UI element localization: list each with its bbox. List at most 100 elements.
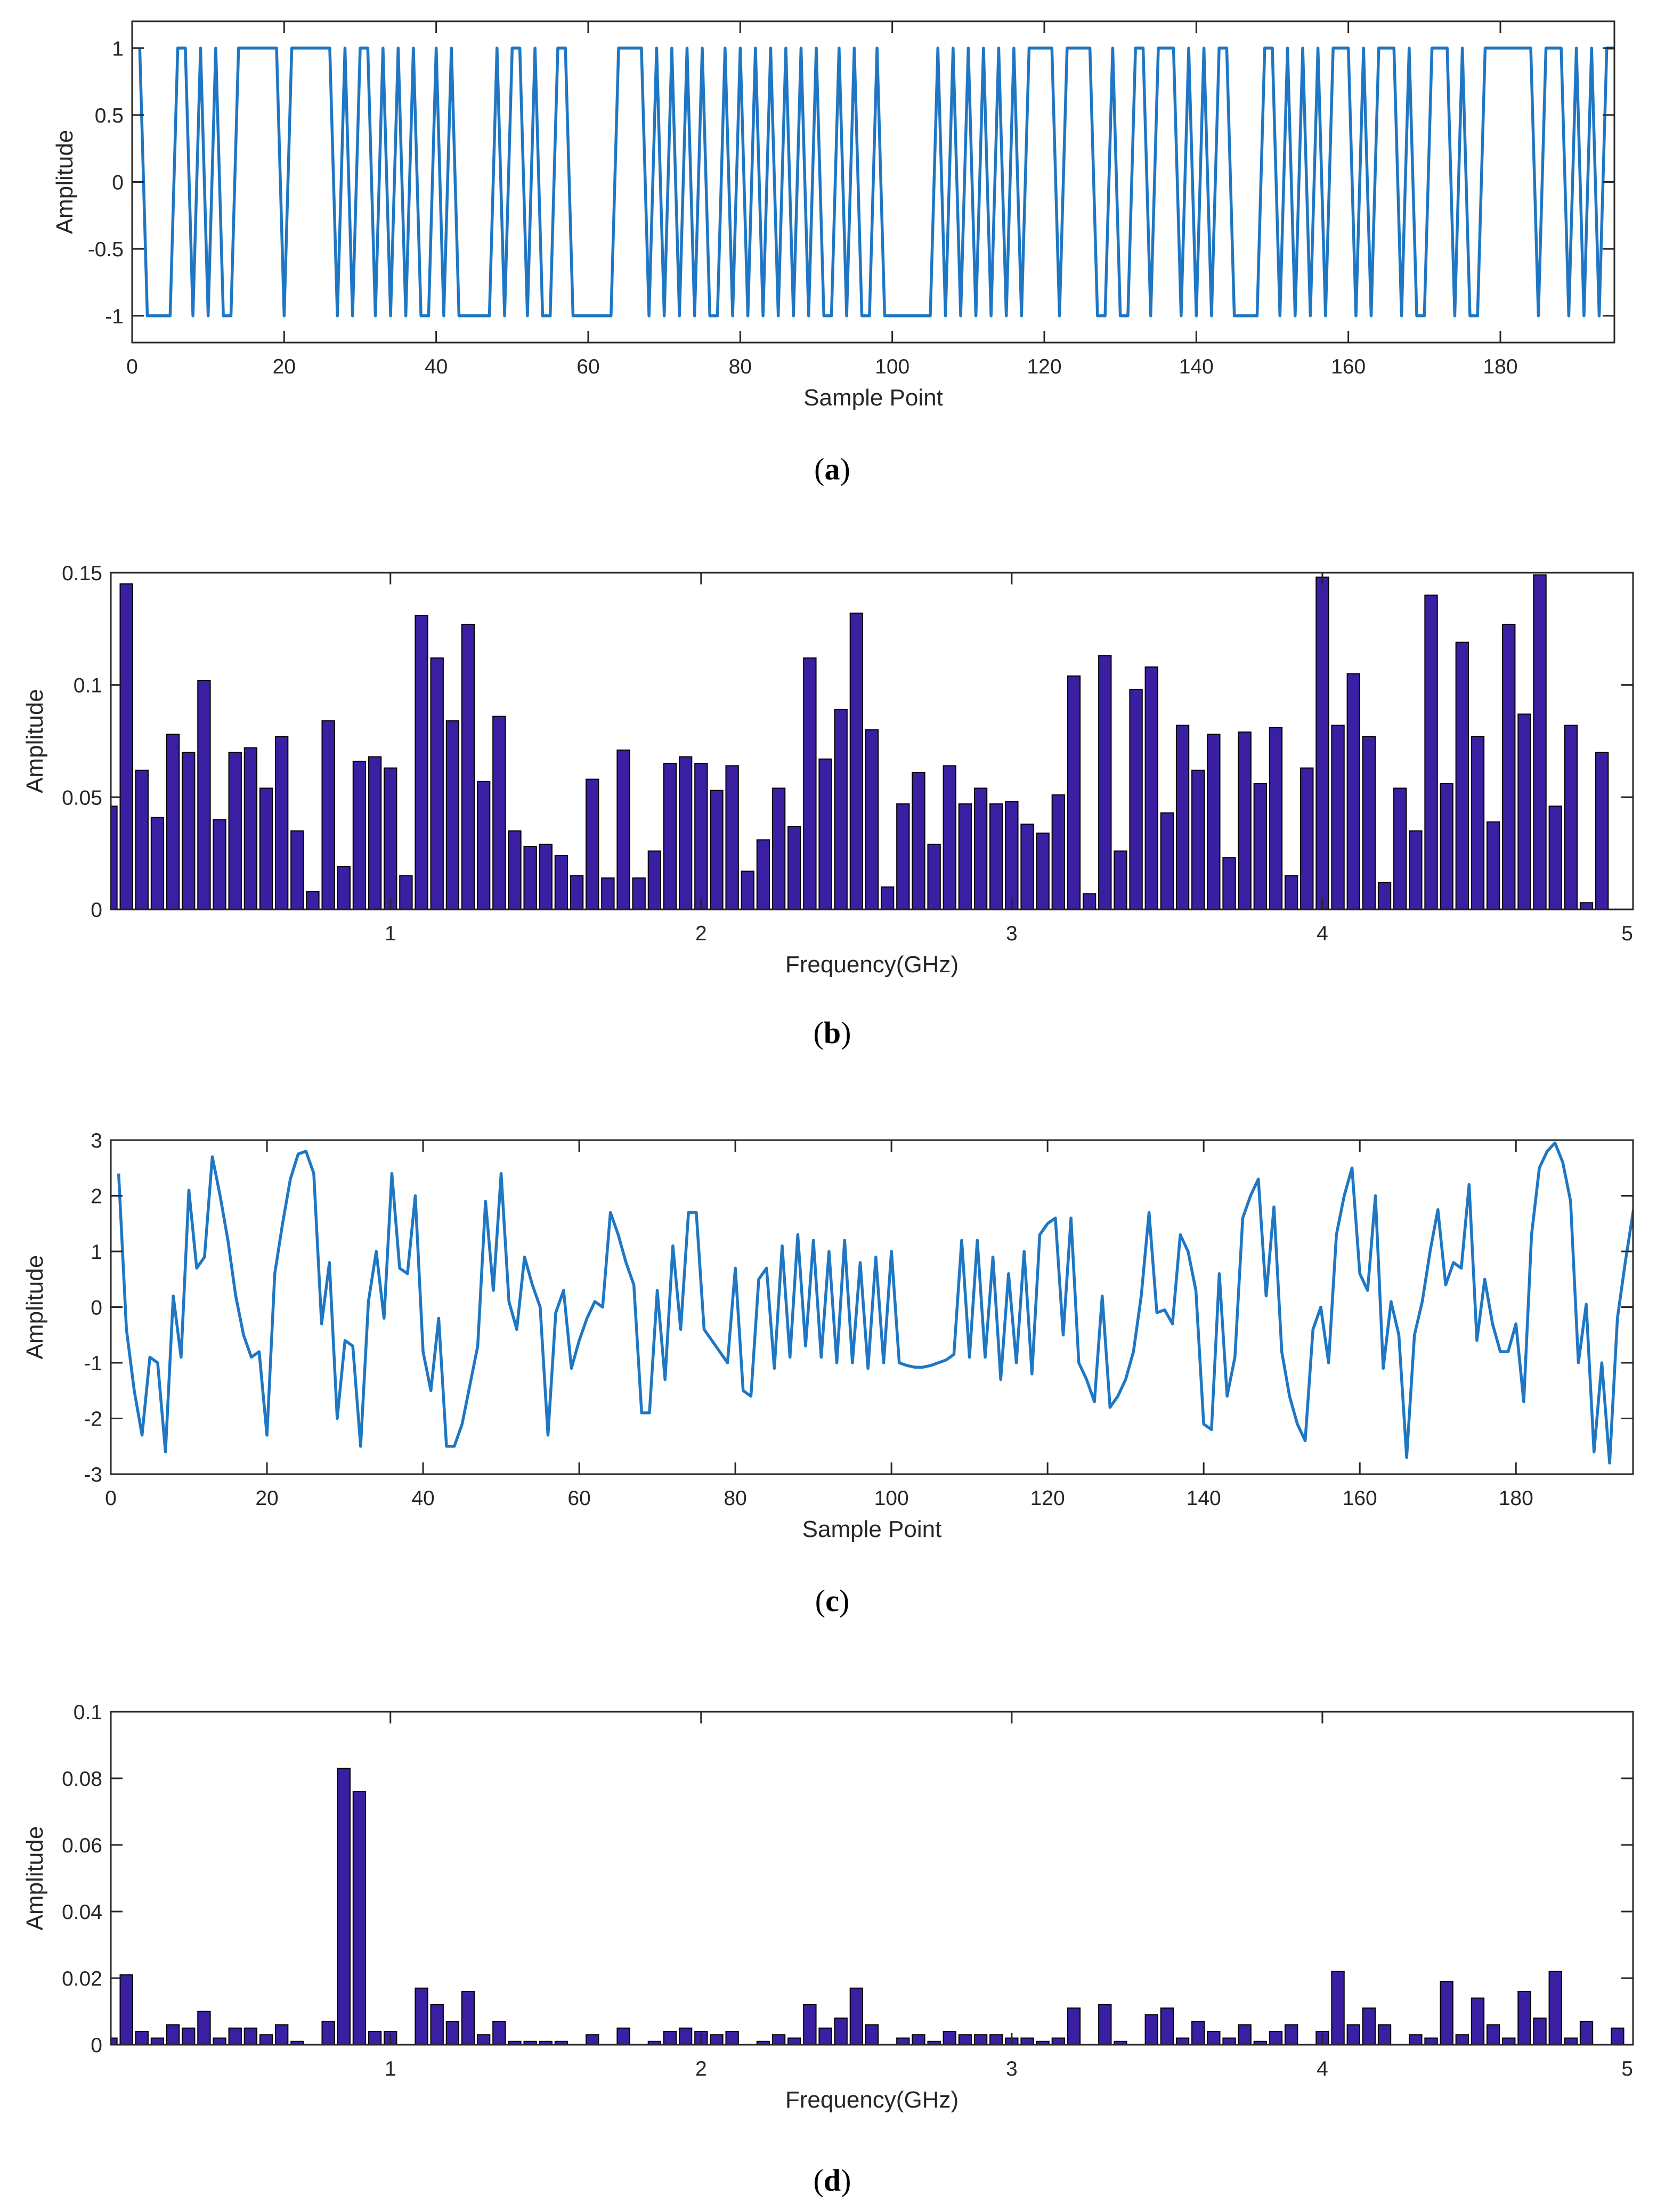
panel-d-bar xyxy=(1238,2024,1252,2045)
panel-d-bar xyxy=(586,2034,599,2045)
x-tick-label: 140 xyxy=(1187,1487,1221,1510)
panel-d-bar xyxy=(523,2040,537,2045)
panel-b-bar xyxy=(818,758,832,909)
panel-d-bar xyxy=(1424,2037,1438,2045)
y-tick-label: 0.08 xyxy=(62,1768,102,1791)
panel-a: 0 20 40 60 80 100 120 140 160 180 -1 -0.5 0 0.5 1 Samp… xyxy=(52,20,1615,486)
panel-d-bar xyxy=(352,1791,367,2045)
panel-d-bar xyxy=(1455,2034,1469,2045)
panel-b-x-axis-label: Frequency(GHz) xyxy=(785,952,959,978)
panel-d-bar xyxy=(337,1768,351,2045)
panel-d-bar xyxy=(477,2034,491,2045)
panel-b-bar xyxy=(213,819,226,909)
x-tick-label: 180 xyxy=(1499,1487,1533,1510)
panel-d-bar xyxy=(1377,2024,1392,2045)
x-tick-label: 100 xyxy=(874,1487,909,1510)
panel-d-bar xyxy=(1409,2034,1423,2045)
x-tick-label: 40 xyxy=(411,1487,434,1510)
panel-d-bar xyxy=(1517,1991,1531,2045)
panel-b-bar xyxy=(1144,666,1158,909)
x-tick-label: 60 xyxy=(576,355,599,378)
panel-b-bar xyxy=(803,657,817,909)
panel-b-bar xyxy=(1114,850,1127,909)
panel-b-bar xyxy=(896,803,910,909)
y-tick-label: 0.05 xyxy=(62,786,102,809)
y-tick-label: -3 xyxy=(84,1463,102,1486)
panel-b-bar xyxy=(243,747,258,909)
panel-b-bar xyxy=(849,612,864,909)
panel-d-bar xyxy=(896,2037,910,2045)
panel-b-bar xyxy=(570,875,584,909)
panel-d-bar xyxy=(771,2034,786,2045)
x-tick-label: 60 xyxy=(567,1487,590,1510)
panel-b-bar xyxy=(1564,725,1578,909)
panel-d-bar xyxy=(166,2024,180,2045)
panel-b-bar xyxy=(586,778,599,909)
panel-b-bar xyxy=(958,803,972,909)
panel-d-caption-letter: d xyxy=(824,2163,841,2198)
panel-b-bar xyxy=(290,830,304,909)
panel-d-plot-area xyxy=(111,1768,1625,2045)
panel-d-bar xyxy=(1144,2014,1158,2045)
panel-d-bar xyxy=(865,2024,879,2045)
panel-b-bar xyxy=(694,763,708,909)
panel-d-bar xyxy=(445,2021,460,2045)
panel-d-bar xyxy=(1471,1997,1485,2045)
panel-d-bar xyxy=(1502,2037,1516,2045)
panel-d-bar xyxy=(616,2027,630,2045)
panel-a-marks xyxy=(138,46,1614,318)
x-tick-label: 160 xyxy=(1331,355,1366,378)
panel-b-bar xyxy=(1315,576,1329,909)
panel-d-bar xyxy=(368,2031,382,2045)
panel-d-bar xyxy=(1564,2037,1578,2045)
panel-b-bar xyxy=(1300,767,1314,909)
panel-b-bar xyxy=(973,787,988,909)
y-tick-label: 0.1 xyxy=(74,674,102,697)
panel-b-bar xyxy=(1238,731,1252,909)
panel-d-bar xyxy=(663,2031,677,2045)
panel-d-bar xyxy=(849,1987,864,2045)
panel-b-frame xyxy=(110,572,1634,910)
panel-b-bar xyxy=(1098,655,1112,909)
y-tick-label: 0.06 xyxy=(62,1834,102,1857)
panel-b-bar xyxy=(756,839,770,909)
panel-d-bar xyxy=(1486,2024,1500,2045)
panel-c-x-axis-label: Sample Point xyxy=(802,1516,942,1542)
panel-b-bar xyxy=(430,657,444,909)
panel-b-bar xyxy=(337,866,351,909)
panel-d-bar xyxy=(912,2034,925,2045)
panel-d-bar xyxy=(135,2031,149,2045)
y-tick-label: 0 xyxy=(91,899,102,922)
x-tick-label: 2 xyxy=(695,2058,707,2080)
panel-d-bar xyxy=(710,2034,724,2045)
panel-b-bar xyxy=(1175,725,1190,909)
panel-b-bar xyxy=(1548,806,1562,909)
x-tick-label: 140 xyxy=(1179,355,1214,378)
panel-c-caption-letter: c xyxy=(825,1583,839,1618)
x-tick-label: 40 xyxy=(425,355,448,378)
panel-d-bar xyxy=(539,2040,553,2045)
panel-b-bar xyxy=(399,875,413,909)
panel-d-y-axis-label: Amplitude xyxy=(22,1826,48,1931)
panel-d-bar xyxy=(927,2040,941,2045)
y-tick-label: -0.5 xyxy=(88,238,124,261)
panel-b-bar xyxy=(111,806,118,909)
panel-b-bar xyxy=(1207,734,1221,909)
panel-d-bar xyxy=(958,2034,972,2045)
y-tick-label: 0.1 xyxy=(74,1701,102,1724)
panel-c-caption-close: ) xyxy=(839,1583,849,1618)
y-tick-label: -2 xyxy=(84,1408,102,1431)
panel-b-bar xyxy=(228,752,242,909)
panel-d-bar xyxy=(150,2037,165,2045)
panel-b-bar xyxy=(1020,823,1034,909)
panel-b-bar xyxy=(321,720,335,909)
panel-d-bar xyxy=(647,2040,662,2045)
panel-c-y-axis-label: Amplitude xyxy=(22,1255,48,1360)
panel-b-bar xyxy=(384,767,397,909)
panel-d-bar xyxy=(275,2024,289,2045)
y-tick-label: -1 xyxy=(105,305,124,328)
panel-b-bar xyxy=(1129,689,1143,909)
panel-d-bar xyxy=(259,2034,273,2045)
panel-d-ticks: 1 2 3 4 5 0 0.02 0.04 0.06 0.08 0.1 xyxy=(62,1701,1634,2080)
